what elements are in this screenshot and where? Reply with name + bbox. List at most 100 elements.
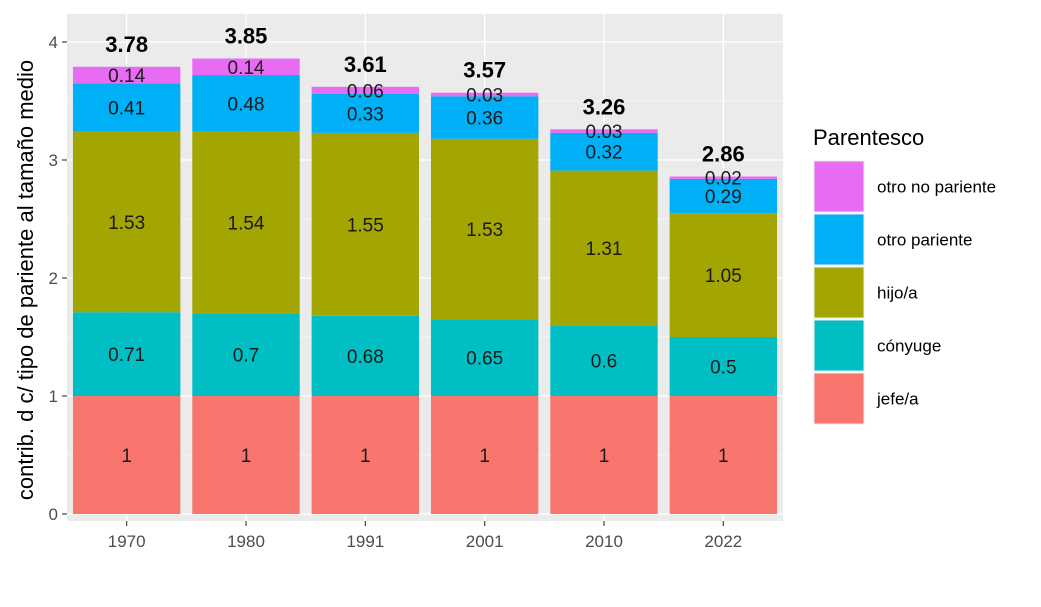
legend-label: otro pariente (877, 231, 972, 250)
bar-segment-label: 0.06 (347, 81, 384, 102)
x-tick-label: 2022 (704, 532, 742, 551)
y-axis-title: contrib. d c/ tipo de pariente al tamaño… (13, 60, 38, 500)
bar-segment (430, 396, 539, 514)
bar-segment (669, 396, 778, 514)
bar-segment-label: 0.03 (466, 86, 503, 107)
bar-segment (311, 132, 420, 316)
bar-segment-label: 1 (121, 446, 132, 467)
y-tick-label: 2 (49, 269, 58, 288)
bar-segment (669, 337, 778, 396)
bar-stack-1980: 1 0.7 1.54 0.48 0.14 3.85 (192, 24, 300, 514)
y-tick-label: 3 (49, 151, 58, 170)
x-tick-label: 2001 (466, 532, 504, 551)
bar-segment (72, 83, 181, 132)
x-tick-label: 1991 (346, 532, 384, 551)
bar-segment-label: 0.48 (228, 94, 265, 115)
bar-segment-label: 1 (599, 446, 610, 467)
y-tick-label: 4 (49, 33, 58, 52)
x-tick-label: 2010 (585, 532, 623, 551)
bar-segment (550, 132, 658, 171)
bar-segment (72, 396, 181, 514)
bar-segment-label: 1 (718, 446, 729, 467)
bar-segment (72, 66, 181, 84)
legend-key-otro-pariente (814, 214, 864, 265)
bar-segment-label: 0.41 (108, 98, 145, 119)
bar-segment (550, 129, 658, 133)
bar-segment (72, 131, 181, 313)
bar-stack-2001: 1 0.65 1.53 0.360.03 3.57 (430, 58, 539, 514)
bar-segment-label: 0.14 (108, 66, 145, 87)
legend-label: cónyuge (877, 337, 941, 356)
bar-segment-label: 1 (360, 446, 371, 467)
legend-key-hijoa (814, 267, 864, 318)
bar-segment (669, 213, 778, 337)
bar-segment-label: 1 (241, 446, 252, 467)
bar-segment (192, 313, 300, 396)
bar-segment (550, 325, 658, 396)
legend: Parentesco otro no pariente otro pariente… (812, 125, 996, 426)
bar-segment (311, 315, 420, 396)
legend-key-otro-no-pariente (814, 161, 864, 212)
y-tick-label: 1 (49, 387, 58, 406)
bar-segment-label: 0.32 (586, 143, 623, 164)
bar-segment (192, 58, 300, 76)
legend-key-cnyuge (814, 320, 864, 371)
y-tick-label: 0 (49, 505, 58, 524)
axis-ticks: 0 1 2 3 4 1970 1980 1991 2001 2010 2022 (49, 33, 743, 551)
bar-segment-label: 0.65 (466, 349, 503, 370)
bar-segment (430, 319, 539, 396)
legend-key-jefea (814, 373, 864, 424)
bar-total-label: 3.57 (463, 58, 506, 83)
bar-stack-1970: 1 0.71 1.53 0.41 0.14 3.78 (72, 32, 181, 514)
bar-segment (430, 92, 539, 97)
bar-stack-2022: 1 0.5 1.05 0.290.022.86 (669, 142, 778, 514)
legend-title: Parentesco (813, 125, 924, 150)
bar-segment-label: 0.36 (466, 109, 503, 130)
bar-total-label: 3.85 (225, 24, 268, 49)
bar-segment (192, 396, 300, 514)
bar-total-label: 3.26 (583, 94, 626, 119)
plot-panel (67, 14, 783, 521)
bar-total-label: 2.86 (702, 142, 745, 167)
bar-segment (550, 396, 658, 514)
bar-segment (311, 93, 420, 133)
legend-label: jefe/a (876, 390, 919, 409)
bar-total-label: 3.61 (344, 52, 387, 77)
x-tick-label: 1970 (108, 532, 146, 551)
bar-segment (72, 312, 181, 396)
legend-label: hijo/a (877, 284, 918, 303)
bar-segment (192, 75, 300, 132)
bar-segment-label: 0.71 (108, 345, 145, 366)
bar-segment-label: 0.7 (233, 346, 259, 367)
bar-segment-label: 1.54 (228, 214, 265, 235)
bar-segment-label: 1 (479, 446, 490, 467)
bar-segment-label: 1.55 (347, 215, 384, 236)
bar-segment (550, 170, 658, 326)
bar-segment (192, 131, 300, 314)
bar-segment (311, 396, 420, 514)
bar-segment-label: 0.14 (228, 58, 265, 79)
bar-segment-label: 0.5 (710, 358, 736, 379)
bar-segment-label: 1.53 (108, 213, 145, 234)
bars: 1 0.71 1.53 0.41 0.14 3.78 1 0.7 1.54 0.48 0.14 3.8… (72, 24, 778, 514)
bar-stack-1991: 1 0.68 1.55 0.330.06 3.61 (311, 52, 420, 514)
x-tick-label: 1980 (227, 532, 265, 551)
bar-segment (669, 176, 778, 179)
bar-segment-label: 0.02 (705, 169, 742, 190)
bar-segment (311, 86, 420, 94)
bar-segment (430, 96, 539, 139)
bar-total-label: 3.78 (105, 32, 148, 57)
bar-segment (430, 138, 539, 320)
bar-stack-2010: 1 0.6 1.31 0.320.03 3.26 (550, 94, 658, 514)
bar-segment-label: 1.53 (466, 220, 503, 241)
bar-segment-label: 1.31 (586, 239, 623, 260)
bar-segment-label: 0.6 (591, 352, 617, 373)
legend-label: otro no pariente (877, 178, 996, 197)
bar-segment-label: 0.68 (347, 347, 384, 368)
bar-segment (669, 178, 778, 214)
bar-segment-label: 1.05 (705, 266, 742, 287)
bar-segment-label: 0.03 (586, 122, 623, 143)
bar-segment-label: 0.29 (705, 187, 742, 208)
bar-segment-label: 0.33 (347, 104, 384, 125)
